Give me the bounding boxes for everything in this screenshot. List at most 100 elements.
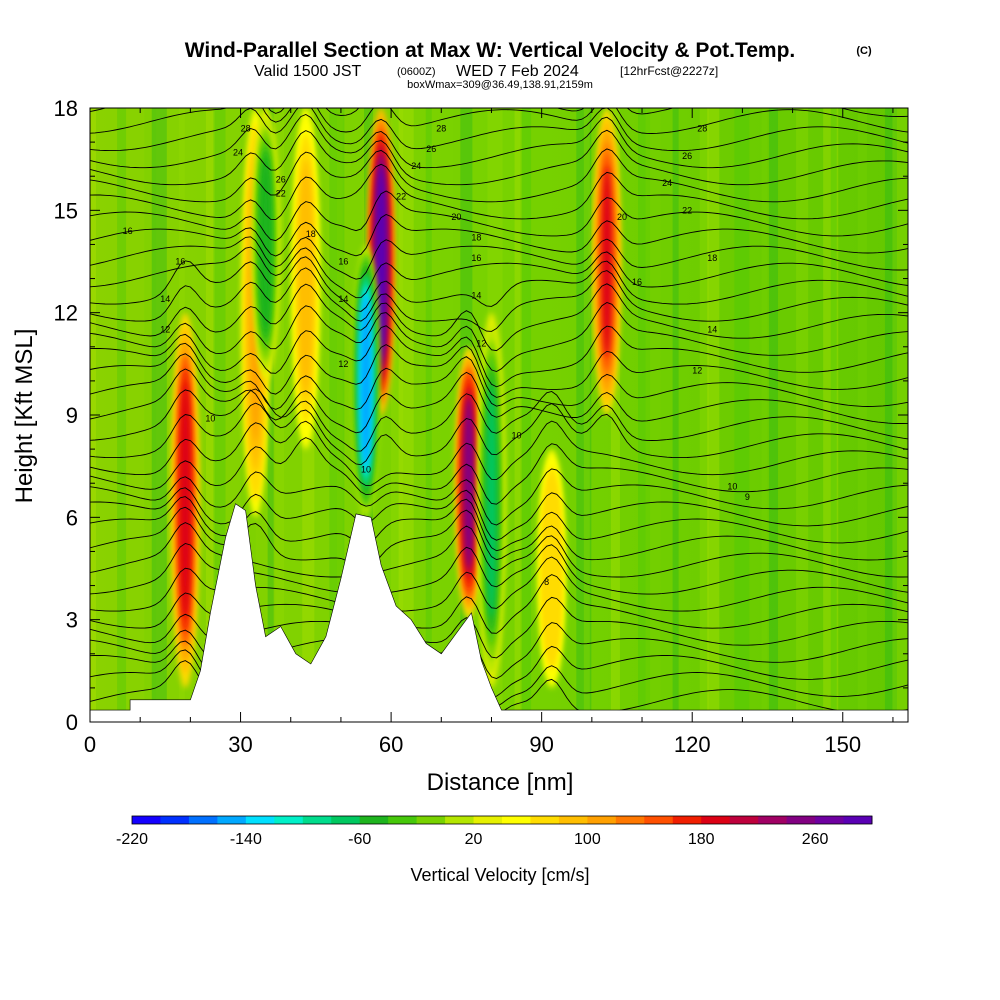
theta-contour-line bbox=[90, 487, 908, 541]
updraft-core bbox=[300, 171, 311, 386]
theta-contour-label: 10 bbox=[512, 430, 522, 440]
theta-contour-label: 16 bbox=[471, 253, 481, 263]
updraft-core bbox=[546, 493, 557, 644]
velocity-band bbox=[884, 108, 897, 722]
theta-contour-line bbox=[90, 148, 908, 203]
theta-contour-line bbox=[90, 302, 908, 372]
theta-contour-line bbox=[90, 402, 908, 466]
theta-contour-label: 20 bbox=[451, 212, 461, 222]
theta-contour-line bbox=[90, 256, 908, 312]
colorbar-swatch bbox=[615, 816, 645, 824]
theta-contour-label: 14 bbox=[160, 294, 170, 304]
theta-contour-label: 22 bbox=[682, 205, 692, 215]
theta-contour-label: 16 bbox=[632, 277, 642, 287]
velocity-band bbox=[144, 108, 157, 722]
x-tick-label: 0 bbox=[84, 732, 96, 757]
copyright-mark: (C) bbox=[856, 45, 872, 57]
theta-contour-line bbox=[90, 190, 908, 242]
colorbar-swatch bbox=[445, 816, 475, 824]
theta-contour-label: 9 bbox=[745, 492, 750, 502]
plot-area: 8 9 10 10 10 10 12 12 12 12 14 14 14 14 16 16 16 16 16 18 18… bbox=[90, 108, 908, 722]
velocity-band bbox=[117, 108, 127, 722]
colorbar-swatch bbox=[245, 816, 275, 824]
theta-contour-line bbox=[90, 353, 908, 410]
theta-contour-label: 18 bbox=[707, 253, 717, 263]
theta-contour-line bbox=[90, 368, 908, 434]
colorbar-swatch bbox=[188, 816, 218, 824]
theta-contour-line bbox=[90, 388, 908, 452]
updraft-core bbox=[376, 165, 386, 358]
theta-contour-line bbox=[90, 236, 908, 280]
velocity-band bbox=[768, 108, 779, 722]
theta-contour-label: 24 bbox=[662, 178, 672, 188]
theta-contour-label: 16 bbox=[175, 257, 185, 267]
x-tick-label: 60 bbox=[379, 732, 403, 757]
x-tick-label: 90 bbox=[529, 732, 553, 757]
theta-contour-label: 26 bbox=[426, 144, 436, 154]
velocity-band bbox=[205, 108, 215, 722]
valid-utc: (0600Z) bbox=[397, 66, 436, 78]
x-axis-label: Distance [nm] bbox=[427, 769, 574, 796]
colorbar-swatch bbox=[729, 816, 759, 824]
colorbar-swatch bbox=[701, 816, 731, 824]
velocity-band bbox=[734, 108, 750, 722]
velocity-band bbox=[638, 108, 651, 722]
colorbar-swatch bbox=[644, 816, 674, 824]
colorbar-tick-label: 180 bbox=[688, 831, 715, 848]
theta-contour-label: 10 bbox=[205, 413, 215, 423]
velocity-band bbox=[610, 108, 620, 722]
colorbar: -220 -140 -60 20 100 180 260 bbox=[116, 815, 873, 848]
velocity-band bbox=[329, 108, 345, 722]
colorbar-swatch bbox=[274, 816, 304, 824]
colorbar-swatch bbox=[132, 816, 161, 824]
colorbar-swatch bbox=[388, 816, 418, 824]
theta-contour-labels: 8 9 10 10 10 10 12 12 12 12 14 14 14 14 16 16 16 16 16 18 18… bbox=[123, 123, 750, 587]
velocity-band bbox=[398, 108, 414, 722]
theta-contour-label: 28 bbox=[436, 123, 446, 133]
theta-contour-label: 14 bbox=[707, 325, 717, 335]
theta-contour-label: 10 bbox=[361, 465, 371, 475]
colorbar-swatch bbox=[815, 816, 845, 824]
valid-date: WED 7 Feb 2024 bbox=[456, 63, 579, 80]
colorbar-swatch bbox=[160, 816, 190, 824]
theta-contour-label: 14 bbox=[338, 294, 348, 304]
velocity-band bbox=[761, 108, 768, 722]
velocity-band bbox=[823, 108, 839, 722]
y-tick-label: 18 bbox=[54, 96, 78, 121]
y-axis-label: Height [Kft MSL] bbox=[11, 329, 38, 504]
terrain-mask bbox=[90, 503, 908, 722]
theta-contour-line bbox=[90, 246, 908, 299]
theta-contour-line bbox=[90, 113, 908, 169]
valid-time: Valid 1500 JST bbox=[254, 63, 362, 80]
theta-contour-label: 8 bbox=[544, 577, 549, 587]
colorbar-swatch bbox=[217, 816, 247, 824]
updraft-core bbox=[464, 397, 474, 569]
velocity-band bbox=[645, 108, 661, 722]
theta-contour-line bbox=[90, 468, 908, 526]
y-tick-label: 12 bbox=[54, 301, 78, 326]
theta-contour-label: 12 bbox=[160, 325, 170, 335]
theta-contour-label: 28 bbox=[241, 123, 251, 133]
colorbar-swatch bbox=[758, 816, 788, 824]
colorbar-swatch bbox=[558, 816, 588, 824]
theta-contour-label: 16 bbox=[338, 257, 348, 267]
colorbar-swatch bbox=[502, 816, 531, 824]
colorbar-tick-label: -220 bbox=[116, 831, 148, 848]
theta-contour-line bbox=[90, 213, 908, 257]
x-tick-label: 150 bbox=[824, 732, 861, 757]
velocity-band bbox=[857, 108, 867, 722]
colorbar-tick-label: 100 bbox=[574, 831, 601, 848]
theta-contour-label: 12 bbox=[692, 366, 702, 376]
y-axis: 0 3 6 9 12 15 18 bbox=[54, 96, 908, 735]
downdraft-core bbox=[361, 295, 371, 467]
theta-contour-label: 28 bbox=[697, 123, 707, 133]
chart-title: Wind-Parallel Section at Max W: Vertical… bbox=[185, 39, 796, 62]
colorbar-tick-label: -140 bbox=[230, 831, 262, 848]
theta-contour-line bbox=[90, 129, 908, 186]
colorbar-swatch bbox=[587, 816, 617, 824]
velocity-band bbox=[425, 108, 432, 722]
colorbar-swatch bbox=[843, 816, 873, 824]
colorbar-swatch bbox=[302, 816, 332, 824]
velocity-band bbox=[699, 108, 709, 722]
